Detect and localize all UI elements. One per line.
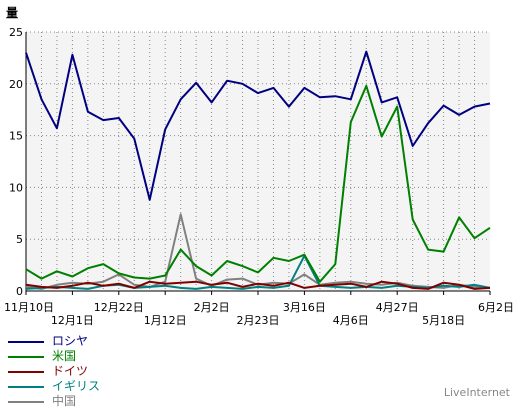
x-tick-label: 11月10日	[4, 301, 54, 314]
legend-label: ロシヤ	[52, 334, 89, 348]
grid-lines	[26, 31, 490, 291]
legend-swatch	[8, 355, 44, 358]
legend-label: 中国	[52, 394, 77, 408]
plot-area	[26, 32, 490, 291]
legend-item: ロシヤ	[8, 334, 100, 349]
x-tick-label: 2月23日	[237, 314, 280, 327]
y-axis-label: 量	[6, 6, 18, 20]
legend-item: ドイツ	[8, 364, 100, 379]
legend-label: 米国	[52, 349, 77, 363]
legend-item: イギリス	[8, 379, 100, 394]
x-tick-label: 12月1日	[51, 314, 94, 327]
legend-swatch	[8, 400, 44, 403]
series-line	[25, 84, 491, 283]
series-line	[25, 280, 491, 290]
series-lines	[25, 50, 491, 290]
legend-item: 米国	[8, 349, 100, 364]
y-tick-label: 20	[9, 78, 23, 91]
legend-label: イギリス	[52, 379, 101, 393]
x-tick-label: 4月6日	[333, 314, 369, 327]
x-tick-label: 5月18日	[422, 314, 465, 327]
legend: ロシヤ 米国 ドイツ イギリス 中国	[8, 334, 100, 409]
brand-label: LiveInternet	[443, 386, 510, 399]
x-tick-label: 2月2日	[194, 301, 230, 314]
x-tick-label: 1月12日	[144, 314, 187, 327]
x-tick-label: 3月16日	[283, 301, 326, 314]
y-tick-label: 25	[9, 26, 23, 39]
x-tick-label: 6月2日	[478, 301, 514, 314]
legend-label: ドイツ	[52, 364, 89, 378]
legend-swatch	[8, 385, 44, 388]
legend-item: 中国	[8, 394, 100, 409]
legend-swatch	[8, 370, 44, 373]
y-tick-label: 5	[16, 233, 23, 246]
y-tick-labels: 0 5 10 15 20 25	[9, 26, 23, 298]
series-line	[25, 50, 491, 201]
x-tick-label: 4月27日	[376, 301, 419, 314]
y-tick-label: 0	[16, 285, 23, 298]
series-line	[25, 213, 491, 290]
y-tick-label: 10	[9, 181, 23, 194]
legend-swatch	[8, 340, 44, 343]
y-tick-label: 15	[9, 130, 23, 143]
x-tick-label: 12月22日	[94, 301, 144, 314]
